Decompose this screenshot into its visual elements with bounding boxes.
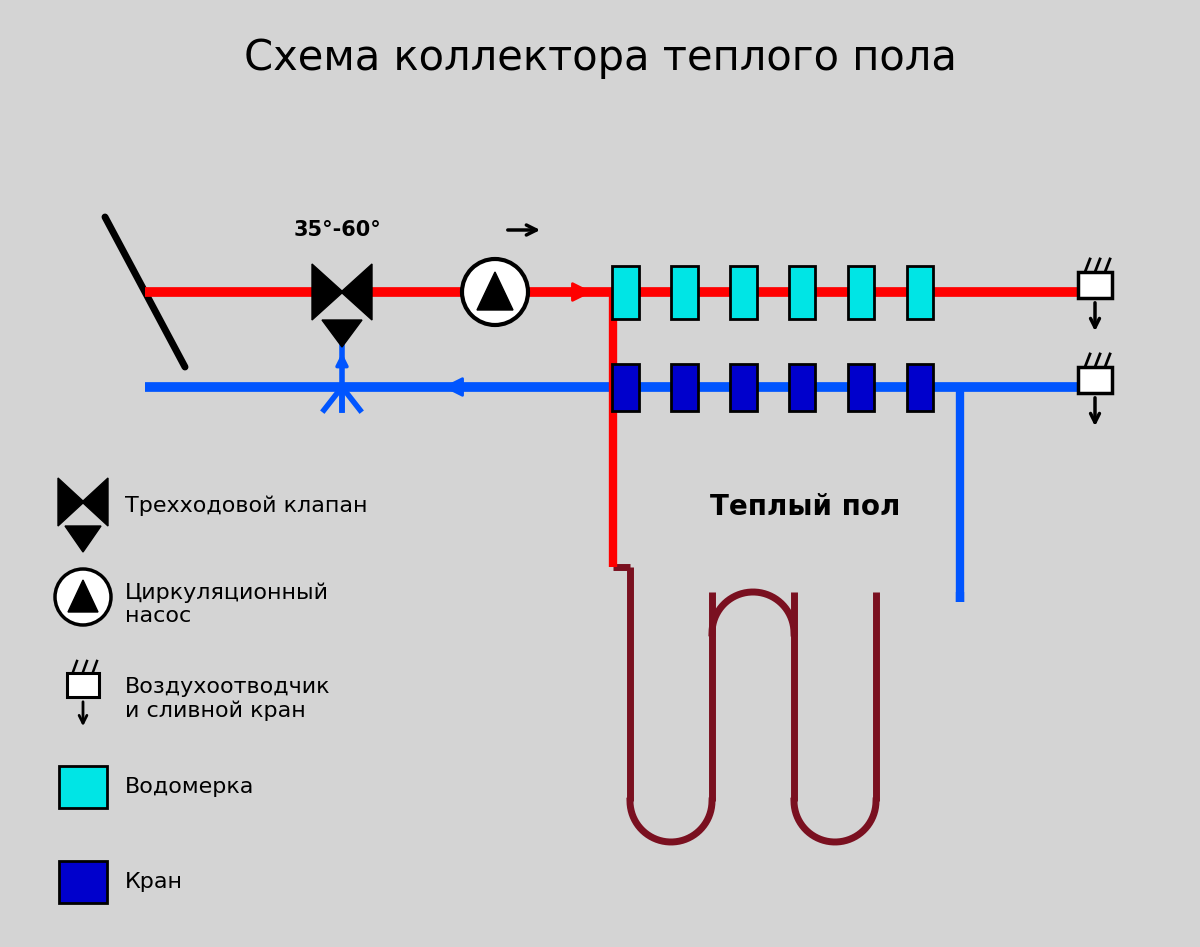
FancyBboxPatch shape [906, 364, 934, 410]
FancyBboxPatch shape [847, 265, 875, 318]
Text: Воздухоотводчик
и сливной кран: Воздухоотводчик и сливной кран [125, 677, 330, 721]
FancyBboxPatch shape [612, 265, 638, 318]
FancyBboxPatch shape [788, 364, 816, 410]
FancyBboxPatch shape [847, 364, 875, 410]
FancyBboxPatch shape [671, 265, 697, 318]
Text: Водомерка: Водомерка [125, 777, 254, 797]
FancyBboxPatch shape [788, 265, 816, 318]
Polygon shape [322, 320, 362, 347]
FancyBboxPatch shape [671, 364, 697, 410]
Circle shape [55, 569, 112, 625]
Text: Схема коллектора теплого пола: Схема коллектора теплого пола [244, 37, 956, 79]
Circle shape [462, 259, 528, 325]
Text: 35°-60°: 35°-60° [293, 220, 380, 240]
FancyBboxPatch shape [59, 861, 107, 903]
Polygon shape [58, 478, 84, 526]
Polygon shape [68, 580, 98, 612]
FancyBboxPatch shape [59, 766, 107, 808]
Polygon shape [82, 478, 108, 526]
FancyBboxPatch shape [1078, 367, 1112, 393]
Polygon shape [65, 526, 101, 552]
FancyBboxPatch shape [906, 265, 934, 318]
Text: Циркуляционный
насос: Циркуляционный насос [125, 582, 329, 626]
FancyBboxPatch shape [1078, 272, 1112, 298]
Polygon shape [341, 264, 372, 320]
Text: Трехходовой клапан: Трехходовой клапан [125, 495, 367, 516]
Text: Кран: Кран [125, 872, 182, 892]
FancyBboxPatch shape [730, 364, 756, 410]
FancyBboxPatch shape [67, 673, 98, 697]
FancyBboxPatch shape [612, 364, 638, 410]
Text: Теплый пол: Теплый пол [710, 493, 900, 521]
Polygon shape [478, 272, 514, 310]
FancyBboxPatch shape [730, 265, 756, 318]
Polygon shape [312, 264, 343, 320]
